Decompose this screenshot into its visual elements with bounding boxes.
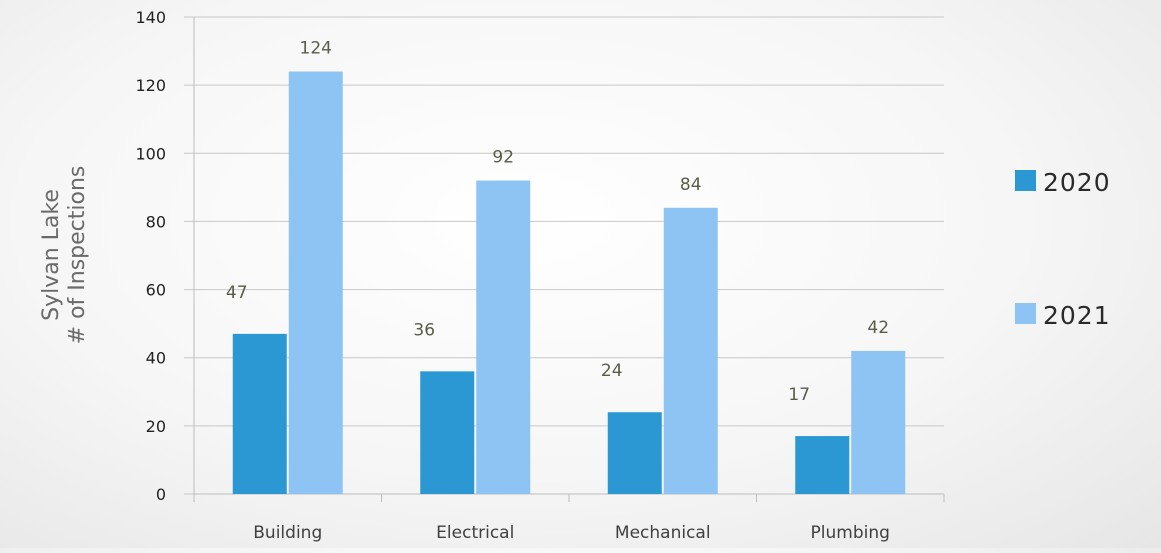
- y-tick-label: 40: [146, 349, 166, 368]
- y-axis-title-line-1: Sylvan Lake: [39, 189, 64, 321]
- data-label-2021-building: 124: [300, 39, 332, 59]
- data-label-2020-plumbing: 17: [788, 385, 810, 405]
- y-tick-label: 120: [135, 76, 166, 95]
- y-axis-title: Sylvan Lake # of Inspections: [39, 166, 90, 345]
- y-tick-label: 20: [146, 417, 166, 436]
- data-labels: 47 124 36 92 24 84 17 42: [226, 39, 889, 406]
- legend: 2020 2021: [1015, 168, 1111, 330]
- x-tick-label-mechanical: Mechanical: [615, 523, 711, 543]
- bar-2021-electrical: [476, 180, 531, 495]
- bar-2021-plumbing: [851, 350, 906, 494]
- legend-label-2021: 2021: [1043, 301, 1111, 330]
- y-tick-label: 100: [135, 144, 166, 163]
- bar-2021-building: [288, 71, 343, 494]
- y-tick-label: 80: [146, 212, 166, 231]
- bar-2021-mechanical: [663, 207, 718, 495]
- y-tick-label: 140: [135, 8, 166, 27]
- x-tick-label-building: Building: [253, 523, 322, 543]
- y-tick-label: 0: [156, 485, 166, 504]
- data-label-2021-electrical: 92: [492, 148, 514, 168]
- bar-2020-mechanical: [607, 412, 662, 494]
- bar-2020-electrical: [420, 371, 475, 494]
- bar-2020-building: [232, 333, 287, 494]
- data-label-2020-mechanical: 24: [601, 361, 623, 381]
- legend-swatch-2021: [1015, 303, 1036, 324]
- legend-label-2020: 2020: [1043, 168, 1111, 197]
- x-tick-label-plumbing: Plumbing: [811, 523, 890, 543]
- data-label-2021-plumbing: 42: [867, 318, 889, 338]
- data-label-2020-building: 47: [226, 283, 248, 303]
- data-label-2020-electrical: 36: [413, 320, 435, 340]
- bars: [232, 71, 906, 495]
- legend-swatch-2020: [1015, 170, 1036, 191]
- y-axis-title-line-2: # of Inspections: [65, 166, 90, 345]
- x-tick-label-electrical: Electrical: [436, 523, 514, 543]
- y-tick-label: 60: [146, 281, 166, 300]
- bar-2020-plumbing: [795, 436, 850, 494]
- data-label-2021-mechanical: 84: [680, 175, 702, 195]
